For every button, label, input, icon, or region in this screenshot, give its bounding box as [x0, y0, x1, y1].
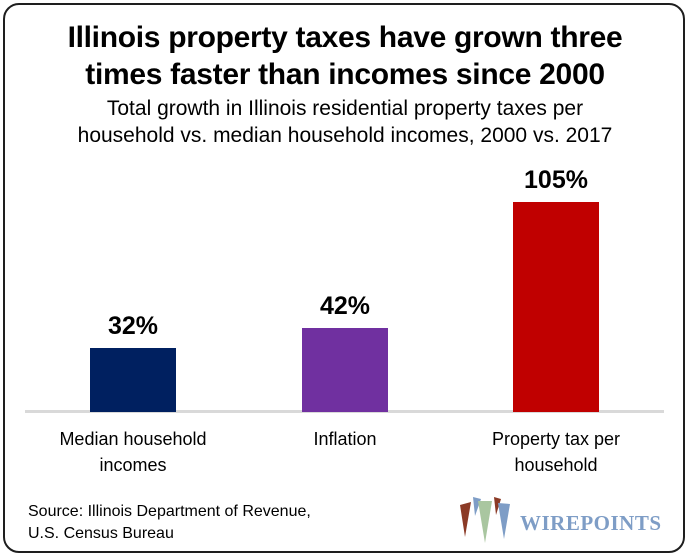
bar-group-property-tax-per-household: 105% — [456, 160, 656, 412]
bar-group-inflation: 42% — [245, 160, 445, 412]
data-label-inflation: 42% — [319, 292, 371, 320]
bar-median-household-incomes — [90, 348, 176, 412]
chart-title: Illinois property taxes have grown three… — [67, 21, 623, 91]
data-label-median-household-incomes: 32% — [107, 312, 159, 340]
wirepoints-logo: WIREPOINTS — [460, 494, 662, 550]
wirepoints-logo-text: WIREPOINTS — [520, 510, 662, 535]
category-label-property-tax-per-household: Property tax per household — [491, 429, 621, 475]
bar-group-median-household-incomes: 32% — [33, 160, 233, 412]
chart-subtitle: Total growth in Illinois residential pro… — [77, 97, 613, 147]
wirepoints-logo-icon — [460, 497, 510, 543]
data-label-property-tax-per-household: 105% — [524, 166, 588, 194]
bar-inflation — [302, 328, 388, 412]
source-note: Source: Illinois Department of Revenue, … — [28, 503, 311, 542]
category-label-inflation: Inflation — [313, 429, 377, 449]
bar-property-tax-per-household — [513, 202, 599, 412]
category-label-median-household-incomes: Median household incomes — [59, 429, 207, 475]
